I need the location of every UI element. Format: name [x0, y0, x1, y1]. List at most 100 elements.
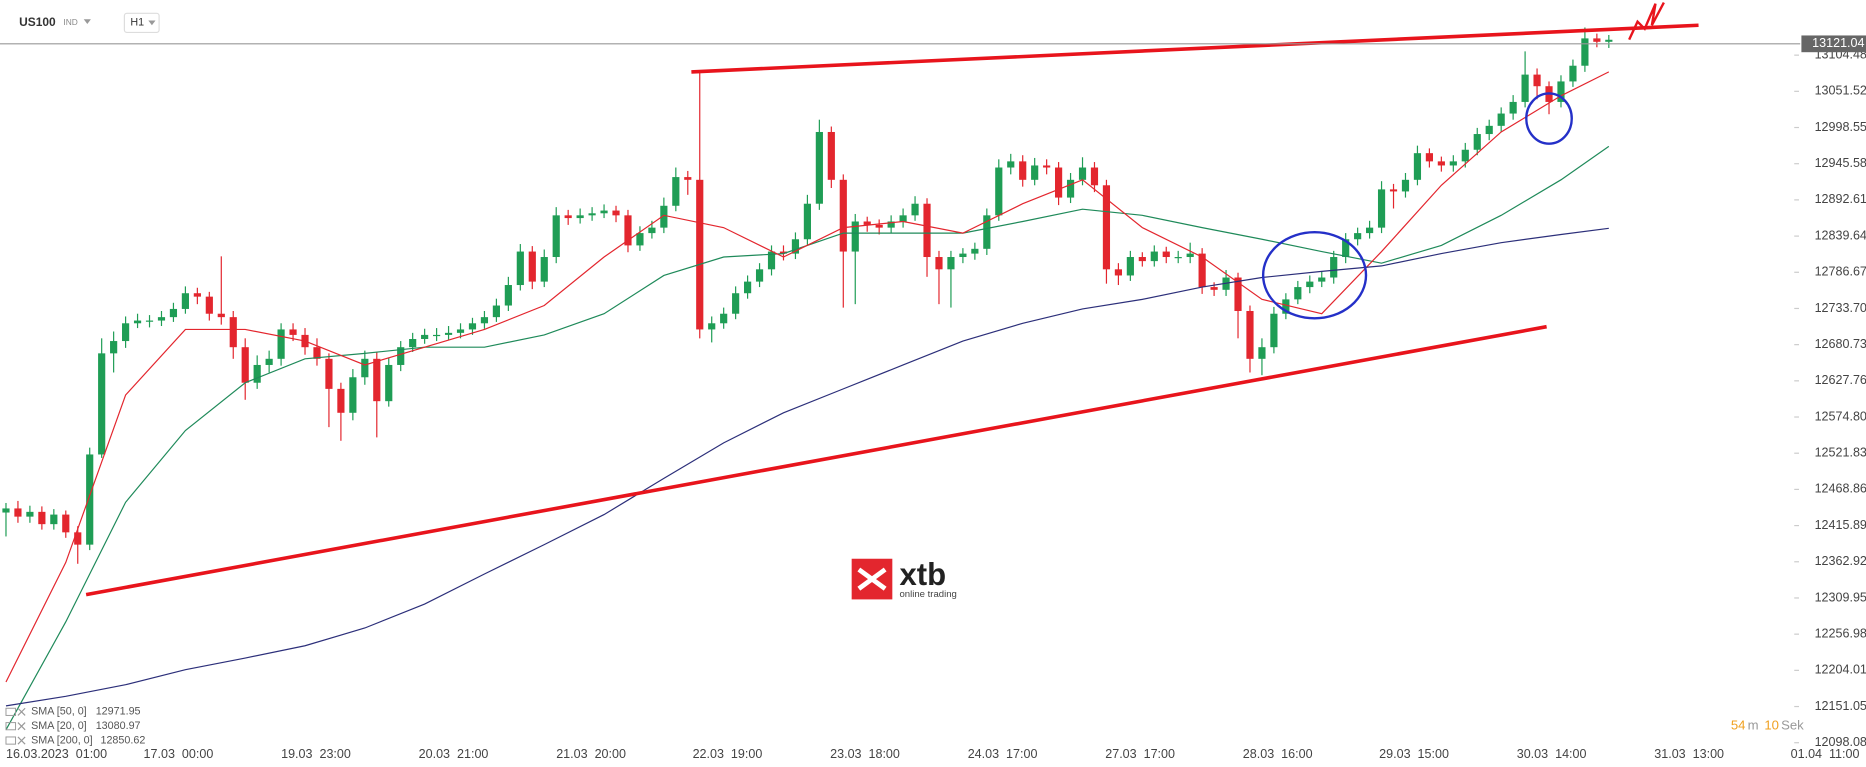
legend-value: 13080.97	[96, 720, 141, 732]
legend-value: 12850.62	[100, 734, 145, 746]
candle-body	[373, 358, 381, 402]
legend-value: 12971.95	[96, 706, 141, 718]
candle-body	[1294, 287, 1302, 300]
candle-body	[887, 221, 895, 228]
candle-body	[803, 203, 811, 240]
candle-body	[1162, 251, 1170, 258]
candle-body	[755, 269, 764, 282]
y-tick-label: 12415.89	[1815, 518, 1866, 532]
candle-body	[1019, 161, 1027, 180]
candle-body	[133, 320, 142, 324]
candle-body	[468, 323, 477, 330]
x-tick-label: 21.03 20:00	[556, 747, 626, 761]
x-tick-label: 01.04 11:00	[1791, 747, 1860, 761]
candle-body	[421, 334, 429, 340]
candle-body	[863, 221, 871, 225]
x-tick-label: 29.03 15:00	[1379, 747, 1449, 761]
candle-body	[791, 239, 800, 254]
legend-close[interactable]	[17, 736, 26, 745]
logo-brand: xtb	[900, 557, 947, 592]
legend-close[interactable]	[17, 707, 26, 716]
candle-body	[241, 347, 249, 383]
x-tick-label: 23.03 18:00	[830, 747, 900, 761]
legend-close[interactable]	[17, 722, 26, 731]
candle-body	[612, 210, 620, 216]
candle-body	[38, 511, 46, 525]
candle-body	[74, 532, 82, 545]
y-tick-label: 12309.95	[1815, 590, 1866, 604]
symbol[interactable]: US100	[19, 15, 56, 29]
dropdown-arrow[interactable]	[148, 20, 156, 26]
candle-body	[540, 257, 548, 282]
candle-body	[516, 251, 524, 286]
y-tick-label: 12256.98	[1815, 626, 1866, 640]
candle-body	[169, 308, 178, 318]
candle-body	[1090, 167, 1099, 186]
candle-body	[1569, 65, 1577, 82]
candle-body	[98, 353, 106, 455]
x-tick-label: 28.03 16:00	[1243, 747, 1313, 761]
candle-body	[1354, 233, 1362, 240]
candle-body	[409, 339, 417, 348]
candle-body	[1473, 134, 1481, 150]
candle-body	[1282, 299, 1290, 314]
candle-body	[935, 257, 943, 270]
scribble	[1628, 1, 1665, 41]
y-tick-label: 12945.58	[1815, 156, 1866, 170]
candle-body	[720, 313, 728, 324]
candle-body	[1066, 179, 1075, 198]
candle-body	[1401, 179, 1410, 192]
candle-body	[971, 248, 979, 254]
candle-body	[624, 215, 632, 246]
candle-body	[767, 251, 776, 270]
dropdown-arrow[interactable]	[83, 19, 91, 25]
candle-body	[1330, 257, 1338, 278]
candle-body	[1174, 257, 1182, 259]
candle-body	[504, 285, 512, 306]
candle-body	[205, 296, 213, 314]
candle-body	[385, 364, 393, 402]
interval[interactable]: H1	[130, 17, 144, 29]
candle-body	[1031, 165, 1039, 180]
legend-icon	[5, 707, 17, 716]
candle-body	[600, 210, 608, 214]
last-price-box	[1801, 35, 1866, 53]
candle-body	[1497, 113, 1505, 126]
candle-body	[1581, 38, 1589, 66]
candle-body	[1533, 74, 1541, 87]
candle-body	[959, 253, 967, 258]
x-tick-label: 30.03 14:00	[1517, 747, 1587, 761]
x-tick-label: 17.03 00:00	[144, 747, 214, 761]
legend-name: SMA [200, 0]	[31, 734, 93, 746]
candle-body	[851, 221, 859, 252]
interval-box[interactable]	[123, 12, 160, 34]
candle-body	[1461, 149, 1469, 162]
candle-body	[444, 332, 453, 335]
candle-body	[1605, 39, 1613, 42]
candle-body	[325, 358, 333, 389]
legend-name: SMA [50, 0]	[31, 706, 87, 718]
y-tick-label: 12468.86	[1815, 482, 1866, 496]
candle-body	[779, 251, 788, 254]
candle-body	[349, 377, 357, 413]
timer-minutes: 54	[1731, 718, 1746, 733]
candle-body	[265, 358, 273, 365]
candle-body	[576, 215, 584, 219]
candle-body	[1306, 281, 1314, 288]
candle-body	[660, 205, 668, 228]
candle-body	[995, 167, 1003, 216]
resistance-line	[691, 23, 1699, 74]
circle-mark	[1525, 92, 1573, 145]
candle-body	[744, 281, 752, 294]
candle-body	[708, 323, 716, 330]
y-tick-label: 12839.64	[1815, 228, 1866, 242]
candle-body	[839, 179, 847, 252]
candle-body	[899, 215, 907, 222]
support-line	[85, 324, 1547, 597]
candle-body	[1437, 161, 1445, 166]
candle-body	[911, 203, 919, 216]
y-tick-label: 12151.05	[1815, 699, 1866, 713]
candle-body	[732, 293, 740, 314]
candle-body	[456, 329, 465, 333]
x-tick-label: 20.03 21:00	[419, 747, 489, 761]
